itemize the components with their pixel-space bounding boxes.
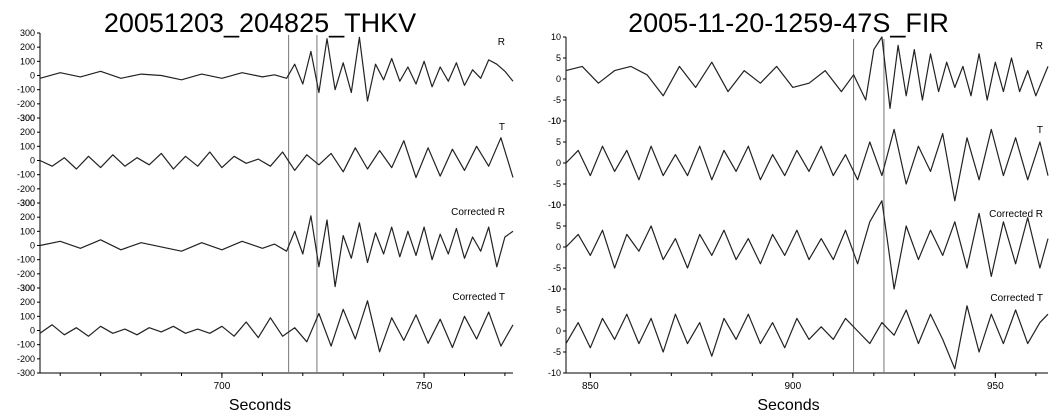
x-tick-label: 850 <box>582 381 599 392</box>
series-label: Corrected T <box>452 292 505 303</box>
series-label: T <box>499 122 505 133</box>
series-label: T <box>1037 125 1043 136</box>
y-tick-label: 200 <box>20 42 35 52</box>
y-tick-label: 10 <box>551 32 561 42</box>
seismogram-plot-left: 700 750 300 200 100 0 -100 -200 -300 R 300 200 100 0 -… <box>0 0 520 416</box>
y-tick-label: 0 <box>30 326 35 336</box>
trace-r <box>566 37 1048 108</box>
trace-r <box>40 37 513 101</box>
y-tick-label: -300 <box>17 368 35 378</box>
y-tick-label: 200 <box>20 297 35 307</box>
y-tick-label: 0 <box>30 156 35 166</box>
y-tick-label: 300 <box>20 283 35 293</box>
y-tick-label: 200 <box>20 212 35 222</box>
x-tick-label: 950 <box>987 381 1004 392</box>
x-tick-label: 750 <box>416 381 433 392</box>
y-tick-label: 10 <box>551 116 561 126</box>
y-tick-label: -5 <box>553 179 561 189</box>
chart-panel-right: 2005-11-20-1259-47S_FIR 850 900 950 10 5 0 -5-… <box>528 0 1049 416</box>
y-tick-label: 100 <box>20 141 35 151</box>
y-tick-label: 5 <box>556 53 561 63</box>
seismogram-plot-right: 850 900 9501050-5-10R1050-5-10T1050-5-10Co… <box>528 0 1049 416</box>
series-label: R <box>498 37 505 48</box>
y-tick-label: -100 <box>17 85 35 95</box>
y-tick-label: -5 <box>553 347 561 357</box>
y-tick-label: 100 <box>20 56 35 66</box>
series-label: Corrected R <box>451 207 505 218</box>
y-tick-label: -200 <box>17 184 35 194</box>
x-tick-label: 700 <box>214 381 231 392</box>
y-tick-label: -100 <box>17 255 35 265</box>
series-label: Corrected R <box>989 209 1043 220</box>
trace-t <box>566 129 1048 200</box>
y-tick-label: 300 <box>20 198 35 208</box>
x-axis-label: Seconds <box>528 396 1049 416</box>
y-tick-label: 300 <box>20 28 35 38</box>
y-tick-label: -5 <box>553 263 561 273</box>
trace-corrected-t <box>566 306 1048 369</box>
y-tick-label: 5 <box>556 137 561 147</box>
y-tick-label: 100 <box>20 311 35 321</box>
y-tick-label: -100 <box>17 170 35 180</box>
y-tick-label: 0 <box>556 74 561 84</box>
series-label: Corrected T <box>990 293 1043 304</box>
y-tick-label: 5 <box>556 305 561 315</box>
y-tick-label: 0 <box>30 71 35 81</box>
y-tick-label: -200 <box>17 269 35 279</box>
y-tick-label: 100 <box>20 226 35 236</box>
y-tick-label: 5 <box>556 221 561 231</box>
y-tick-label: 0 <box>556 326 561 336</box>
trace-corrected-r <box>40 216 513 287</box>
y-tick-label: 10 <box>551 284 561 294</box>
y-tick-label: 0 <box>556 242 561 252</box>
y-tick-label: 300 <box>20 113 35 123</box>
trace-t <box>40 138 513 178</box>
y-tick-label: -10 <box>548 368 561 378</box>
y-tick-label: 10 <box>551 200 561 210</box>
series-label: R <box>1036 41 1043 52</box>
x-tick-label: 900 <box>784 381 801 392</box>
x-axis-label: Seconds <box>0 396 520 416</box>
y-tick-label: -100 <box>17 340 35 350</box>
y-tick-label: 0 <box>556 158 561 168</box>
y-tick-label: -200 <box>17 354 35 364</box>
trace-corrected-t <box>40 301 513 352</box>
y-tick-label: 0 <box>30 241 35 251</box>
y-tick-label: 200 <box>20 127 35 137</box>
chart-panel-left: 20051203_204825_THKV 700 750 300 200 100 0 -10… <box>0 0 520 416</box>
y-tick-label: -200 <box>17 99 35 109</box>
trace-corrected-r <box>566 201 1048 289</box>
y-tick-label: -5 <box>553 95 561 105</box>
